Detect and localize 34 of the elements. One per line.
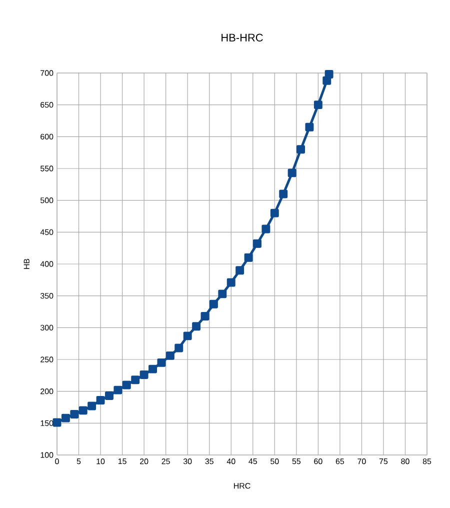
point [322, 76, 332, 85]
point [61, 414, 70, 422]
point [96, 396, 105, 404]
point [218, 290, 227, 298]
point [279, 190, 288, 198]
point [114, 386, 122, 394]
point [209, 300, 218, 308]
point [314, 100, 322, 110]
point [183, 332, 192, 340]
chart-title: HB-HRC [222, 34, 263, 42]
point [270, 208, 279, 218]
point [88, 402, 96, 410]
point [200, 312, 210, 320]
point [166, 351, 174, 360]
point [131, 376, 140, 384]
point [324, 70, 334, 79]
point [226, 278, 236, 287]
point [157, 358, 166, 367]
point [192, 322, 201, 331]
point [288, 168, 296, 178]
point [253, 239, 262, 248]
point [122, 380, 131, 390]
point [78, 406, 88, 415]
point [296, 145, 305, 154]
point [174, 344, 184, 352]
point [244, 253, 253, 262]
point [105, 392, 114, 400]
point [262, 224, 270, 234]
point [70, 410, 79, 418]
point [148, 364, 157, 374]
point [305, 122, 314, 132]
point [140, 370, 148, 380]
point [52, 418, 62, 427]
point [236, 266, 244, 275]
